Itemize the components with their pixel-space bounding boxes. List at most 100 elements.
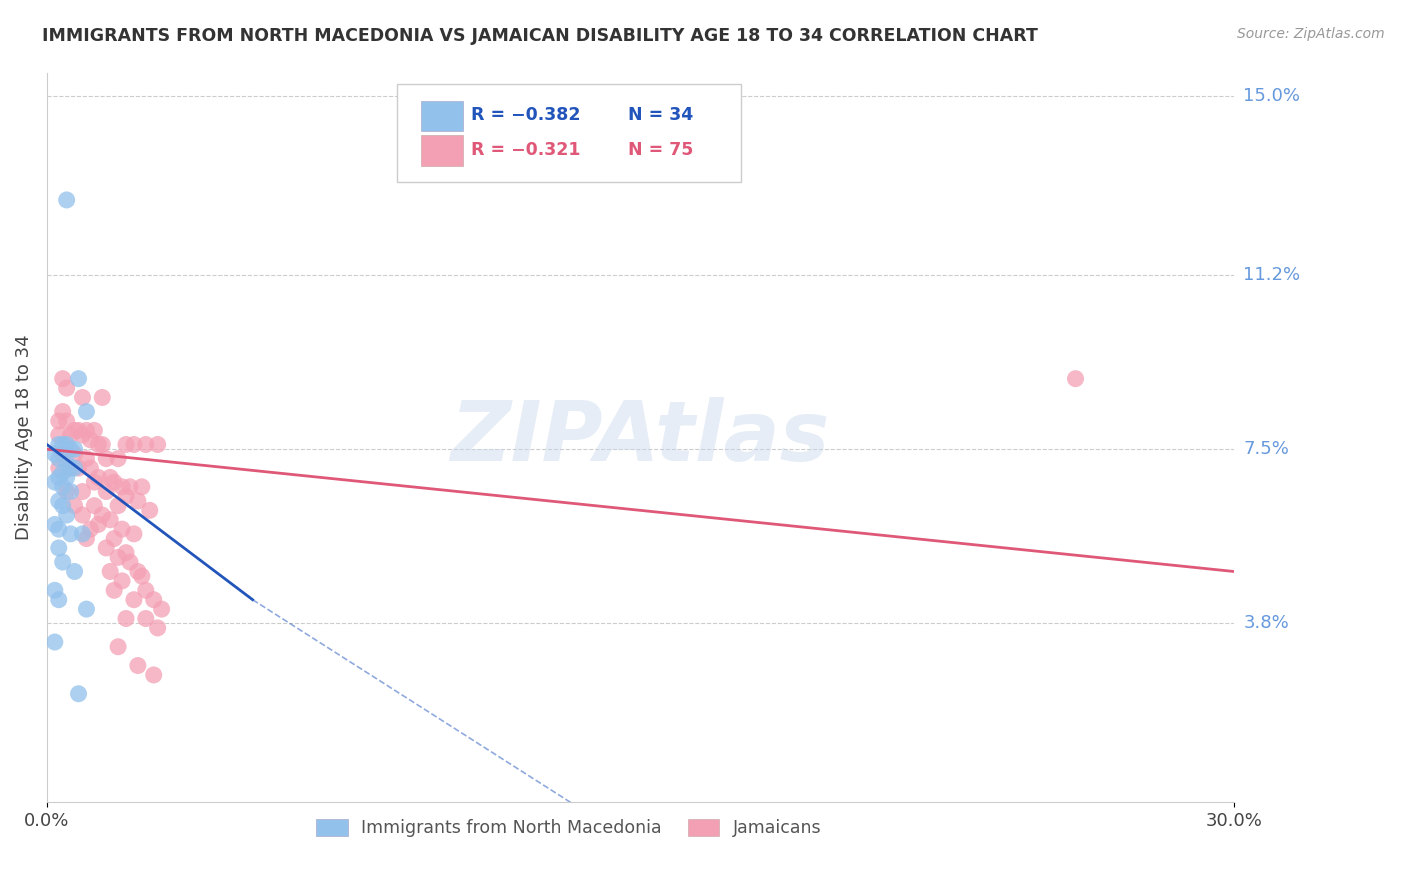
Point [87, 470, 110, 484]
Point [91, 437, 114, 451]
Point [107, 499, 129, 513]
FancyBboxPatch shape [396, 84, 741, 182]
Point [122, 592, 145, 607]
Point [111, 480, 134, 494]
Point [115, 546, 138, 560]
Point [135, 437, 157, 451]
Point [79, 461, 101, 475]
Point [48, 451, 70, 466]
Point [55, 437, 77, 451]
Point [98, 513, 121, 527]
Text: ZIPAtlas: ZIPAtlas [451, 397, 830, 478]
Point [59, 461, 82, 475]
Point [55, 414, 77, 428]
Legend: Immigrants from North Macedonia, Jamaicans: Immigrants from North Macedonia, Jamaica… [309, 812, 830, 844]
Point [48, 414, 70, 428]
Point [72, 484, 94, 499]
Point [135, 583, 157, 598]
Point [103, 583, 125, 598]
Point [67, 687, 90, 701]
Point [48, 428, 70, 442]
Point [72, 526, 94, 541]
Point [44, 475, 66, 490]
Text: Source: ZipAtlas.com: Source: ZipAtlas.com [1237, 27, 1385, 41]
Point [127, 565, 149, 579]
Point [63, 499, 86, 513]
Point [67, 372, 90, 386]
Point [55, 484, 77, 499]
Point [146, 437, 169, 451]
Point [83, 424, 105, 438]
Point [59, 526, 82, 541]
Point [59, 484, 82, 499]
Point [44, 583, 66, 598]
Text: 3.8%: 3.8% [1243, 615, 1289, 632]
Point [55, 193, 77, 207]
Point [52, 499, 75, 513]
Point [44, 517, 66, 532]
Point [75, 424, 97, 438]
Point [72, 428, 94, 442]
Point [135, 611, 157, 625]
Point [111, 522, 134, 536]
Point [131, 480, 153, 494]
FancyBboxPatch shape [420, 135, 464, 166]
Text: R = −0.382: R = −0.382 [471, 106, 581, 124]
Text: 11.2%: 11.2% [1243, 266, 1301, 285]
Point [67, 424, 90, 438]
Point [83, 475, 105, 490]
Point [118, 555, 141, 569]
Point [48, 541, 70, 555]
Point [139, 503, 162, 517]
Point [115, 437, 138, 451]
Point [96, 451, 118, 466]
Point [131, 569, 153, 583]
Text: 7.5%: 7.5% [1243, 441, 1289, 458]
Point [63, 461, 86, 475]
Point [72, 391, 94, 405]
Point [59, 428, 82, 442]
Point [44, 447, 66, 461]
Point [103, 532, 125, 546]
Point [48, 461, 70, 475]
Point [72, 508, 94, 522]
Point [91, 391, 114, 405]
Point [122, 437, 145, 451]
Point [48, 437, 70, 451]
Point [146, 621, 169, 635]
Point [115, 489, 138, 503]
Point [142, 668, 165, 682]
Point [98, 565, 121, 579]
Point [52, 555, 75, 569]
Point [59, 461, 82, 475]
Text: N = 34: N = 34 [628, 106, 693, 124]
Point [48, 592, 70, 607]
Point [48, 494, 70, 508]
Point [79, 433, 101, 447]
Point [98, 470, 121, 484]
Point [115, 611, 138, 625]
Point [55, 456, 77, 470]
Point [55, 381, 77, 395]
Point [59, 442, 82, 457]
Point [107, 550, 129, 565]
Point [52, 404, 75, 418]
Y-axis label: Disability Age 18 to 34: Disability Age 18 to 34 [15, 334, 32, 541]
Point [63, 442, 86, 457]
Point [107, 451, 129, 466]
Point [107, 640, 129, 654]
FancyBboxPatch shape [420, 101, 464, 131]
Point [122, 526, 145, 541]
Point [63, 565, 86, 579]
Point [118, 480, 141, 494]
Point [103, 475, 125, 490]
Point [91, 508, 114, 522]
Point [111, 574, 134, 588]
Point [63, 424, 86, 438]
Point [75, 602, 97, 616]
Point [75, 451, 97, 466]
Text: N = 75: N = 75 [628, 141, 693, 159]
Point [52, 437, 75, 451]
Point [48, 470, 70, 484]
Point [52, 480, 75, 494]
